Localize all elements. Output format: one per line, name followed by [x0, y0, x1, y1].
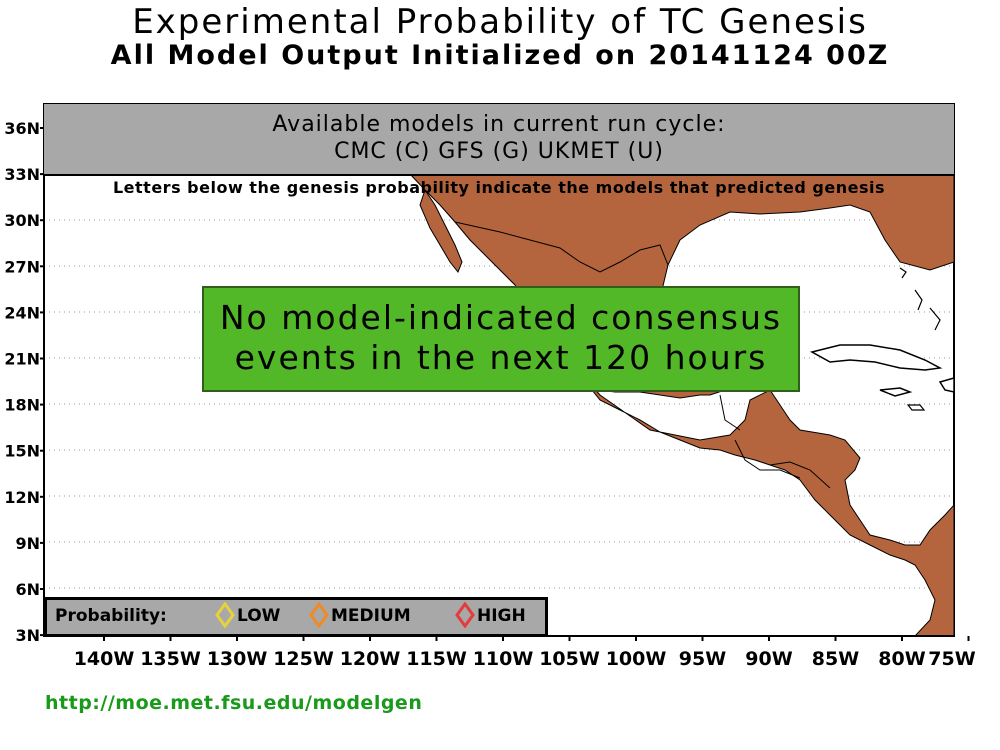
lat-tick-label: 24N [4, 303, 40, 322]
land-hispaniola [938, 377, 955, 393]
lon-tick-label: 85W [812, 648, 859, 670]
legend-medium-label: MEDIUM [331, 606, 411, 626]
lon-tick-label: 90W [745, 648, 792, 670]
probability-legend: Probability: LOW MEDIUM HIGH [44, 597, 548, 637]
land-cuba [809, 344, 943, 371]
land-central-america [559, 349, 955, 637]
page-subtitle: All Model Output Initialized on 20141124… [110, 40, 890, 71]
lon-tick-label: 75W [928, 648, 975, 670]
lon-tick-label: 95W [679, 648, 726, 670]
lon-tick-label: 115W [406, 648, 467, 670]
legend-label: Probability: [55, 606, 167, 626]
models-banner-heading: Available models in current run cycle: [272, 112, 726, 137]
lat-tick-label: 27N [4, 257, 40, 276]
land-jamaica [879, 387, 913, 397]
legend-high-label: HIGH [477, 606, 526, 626]
lat-tick-label: 12N [4, 488, 40, 507]
lat-tick-label: 30N [4, 211, 40, 230]
legend-medium-icon [309, 601, 329, 633]
latitude-axis: 36N 33N 30N 27N 24N 21N 18N 15N 12N 9N 6N 3N [4, 119, 44, 645]
page-title: Experimental Probability of TC Genesis [132, 2, 868, 42]
genesis-note: Letters below the genesis probability in… [112, 178, 885, 197]
lon-tick-label: 80W [878, 648, 925, 670]
lon-tick-label: 130W [207, 648, 268, 670]
lat-tick-label: 33N [4, 165, 40, 184]
lon-tick-label: 135W [140, 648, 201, 670]
country-borders [454, 221, 831, 489]
land-baja-california [419, 188, 463, 273]
lat-tick-label: 21N [4, 350, 40, 369]
lon-tick-label: 100W [606, 648, 667, 670]
longitude-axis: 140W 135W 130W 125W 120W 115W 110W 105W 100W 95W 9… [74, 636, 976, 670]
lon-tick-label: 125W [273, 648, 334, 670]
legend-high-icon [455, 601, 475, 633]
legend-low-label: LOW [237, 606, 281, 626]
lon-tick-label: 120W [340, 648, 401, 670]
lat-tick-label: 36N [4, 119, 40, 138]
consensus-message-box: No model-indicated consensus events in t… [202, 286, 800, 392]
lon-tick-label: 110W [473, 648, 534, 670]
lat-tick-label: 18N [4, 396, 40, 415]
lat-tick-label: 15N [4, 442, 40, 461]
consensus-line-1: No model-indicated consensus [219, 298, 783, 337]
models-banner-list: CMC (C) GFS (G) UKMET (U) [334, 139, 664, 164]
legend-low-icon [215, 601, 235, 633]
lat-tick-label: 6N [15, 580, 40, 599]
land-bahamas [899, 267, 941, 411]
lat-tick-label: 3N [15, 626, 40, 645]
consensus-line-2: events in the next 120 hours [234, 338, 768, 377]
lon-tick-label: 105W [539, 648, 600, 670]
source-link[interactable]: http://moe.met.fsu.edu/modelgen [45, 692, 423, 714]
lat-tick-label: 9N [15, 534, 40, 553]
lon-tick-label: 140W [74, 648, 135, 670]
models-banner: Available models in current run cycle: C… [44, 104, 954, 176]
